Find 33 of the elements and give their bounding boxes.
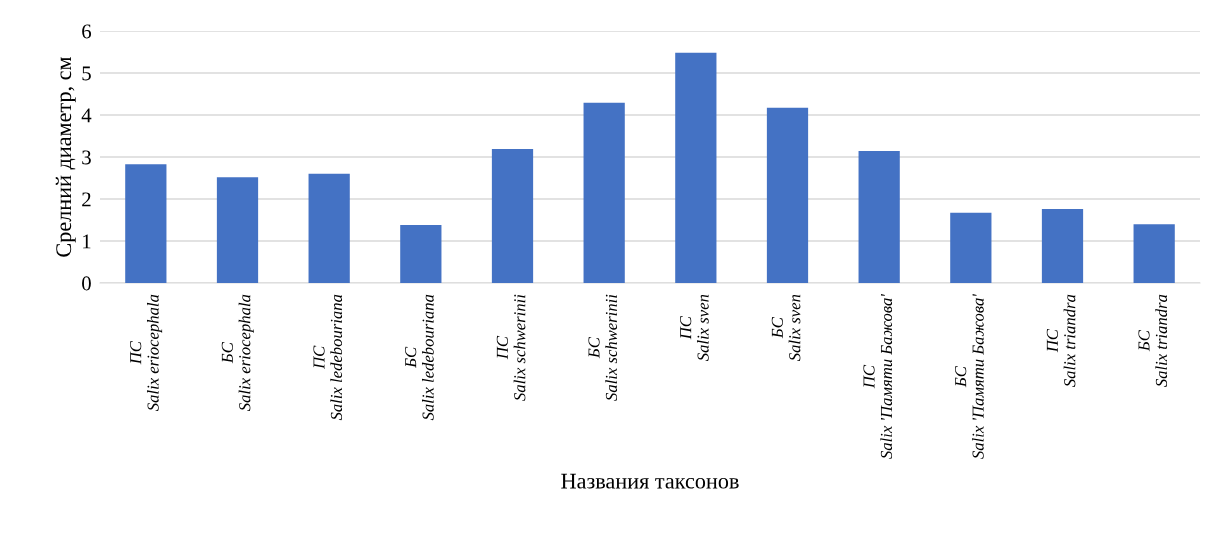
y-tick-label: 5 [82,66,91,81]
x-tick-label: БС Salix 'Памяти Бажова' [955,293,984,459]
bar [308,173,350,283]
x-tick-label: БС Salix schwerinii [588,294,618,401]
y-tick-label: 3 [82,150,91,165]
x-tick-label: БС Salix eriocephala [221,294,254,412]
y-axis-title: Срелний диаметр, см [55,56,76,257]
bar [491,149,534,283]
x-tick-label: БС Salix ledebouriana [405,294,434,421]
x-tick-label: ПС Salix schwerinii [496,294,526,401]
bar [675,52,717,283]
x-tick-label: ПС Salix sven [680,294,709,362]
x-tick-label: БС Salix triandra [1138,294,1168,387]
x-tick-label: ПС Salix ledebouriana [313,294,343,421]
y-tick-label: 2 [82,192,91,207]
x-tick-label: ПС Salix triandra [1046,294,1076,387]
x-tick-label: ПС Salix 'Памяти Бажова' [863,293,893,459]
bar [125,164,167,283]
y-tick-label: 6 [82,24,92,39]
x-tick-label: ПС Salix eriocephala [130,294,163,412]
y-tick-label: 1 [83,234,91,249]
bar [950,212,992,283]
y-tick-label: 4 [81,108,92,123]
x-axis-title: Названия таксонов [561,473,739,489]
bar [1133,224,1175,283]
bar [766,107,809,283]
bar [858,151,900,283]
bar [216,177,259,283]
bar [400,225,442,283]
bar [583,102,625,283]
y-tick-label: 0 [82,276,91,291]
bar [1041,209,1084,283]
x-tick-label: БС Salix sven [771,294,801,362]
